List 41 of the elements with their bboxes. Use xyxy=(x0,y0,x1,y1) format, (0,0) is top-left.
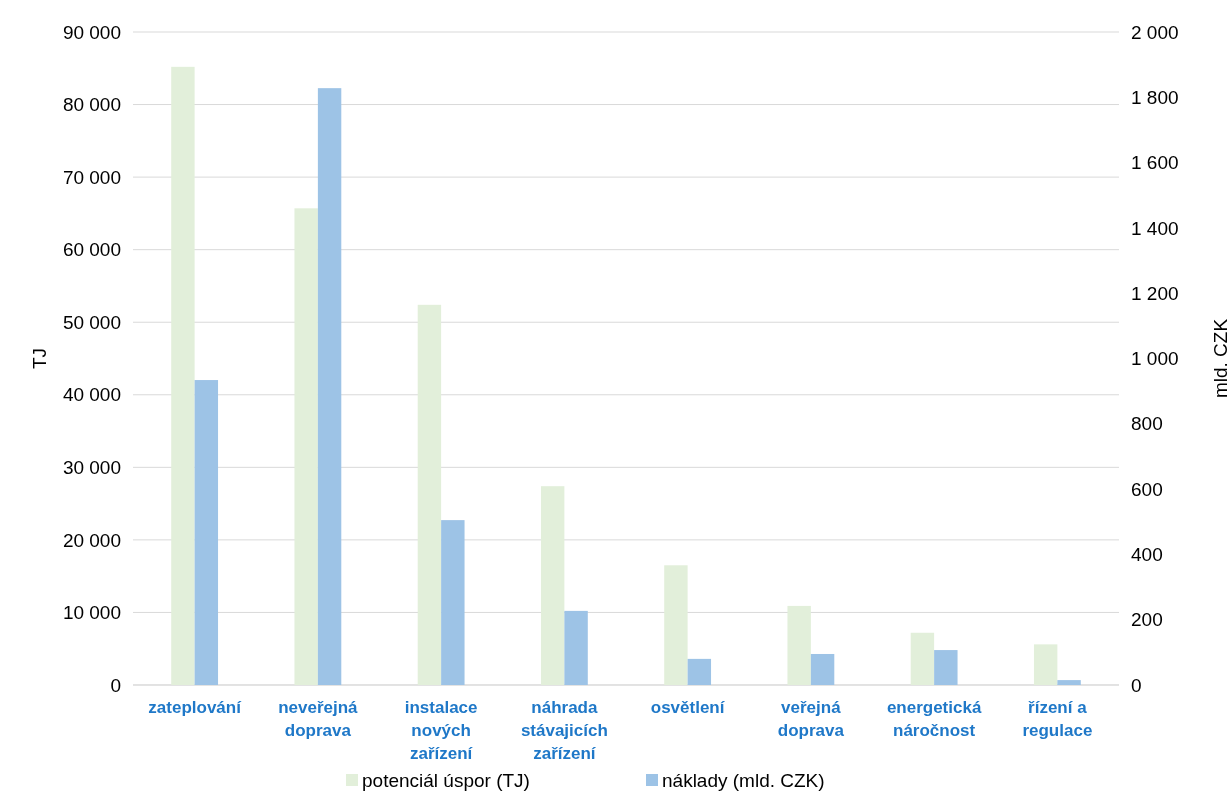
y2-tick-label: 800 xyxy=(1131,413,1163,435)
y2-tick-label: 2 000 xyxy=(1131,21,1179,43)
x-tick-label: náhrada stávajicích zařízení xyxy=(520,698,608,763)
x-tick-label: řízení a regulace xyxy=(1022,698,1093,740)
y-tick-label: 80 000 xyxy=(62,94,121,116)
y-tick-label: 40 000 xyxy=(62,384,121,406)
x-tick-label: instalace nových zařízení xyxy=(404,698,478,763)
legend-label: potenciál úspor (TJ) xyxy=(362,769,530,791)
bar xyxy=(1033,644,1058,685)
y-tick-label: 60 000 xyxy=(62,239,121,261)
y-tick-label: 20 000 xyxy=(62,529,121,551)
x-tick-label: zateplování xyxy=(148,698,243,717)
bar xyxy=(687,658,712,685)
legend-label: náklady (mld. CZK) xyxy=(662,769,825,791)
bar xyxy=(787,605,811,685)
bar xyxy=(540,486,565,685)
y2-tick-label: 1 000 xyxy=(1131,348,1179,370)
y-tick-label: 30 000 xyxy=(62,456,121,478)
y2-tick-label: 1 600 xyxy=(1131,152,1179,174)
x-tick-label: veřejná doprava xyxy=(777,698,845,740)
bar xyxy=(664,565,688,685)
y-tick-label: 10 000 xyxy=(62,602,121,624)
y2-tick-label: 1 400 xyxy=(1131,217,1179,239)
y2-tick-label: 0 xyxy=(1131,674,1142,696)
x-tick-label: energetická náročnost xyxy=(886,698,982,740)
y2-tick-label: 200 xyxy=(1131,609,1163,631)
bar xyxy=(417,304,442,685)
y-tick-label: 70 000 xyxy=(62,166,121,188)
y2-axis-title: mld. CZK xyxy=(1210,318,1231,399)
y2-tick-label: 400 xyxy=(1131,544,1163,566)
y-tick-label: 0 xyxy=(110,674,121,696)
x-tick-label: neveřejná doprava xyxy=(278,698,359,740)
y2-tick-label: 1 800 xyxy=(1131,86,1179,108)
y-axis-title: TJ xyxy=(29,347,50,370)
y2-tick-label: 600 xyxy=(1131,478,1163,500)
y-tick-label: 90 000 xyxy=(62,21,121,43)
x-tick-label: osvětlení xyxy=(650,698,726,717)
y2-tick-label: 1 200 xyxy=(1131,282,1179,304)
y-tick-label: 50 000 xyxy=(62,311,121,333)
bar xyxy=(171,66,195,685)
bar xyxy=(1057,680,1081,685)
